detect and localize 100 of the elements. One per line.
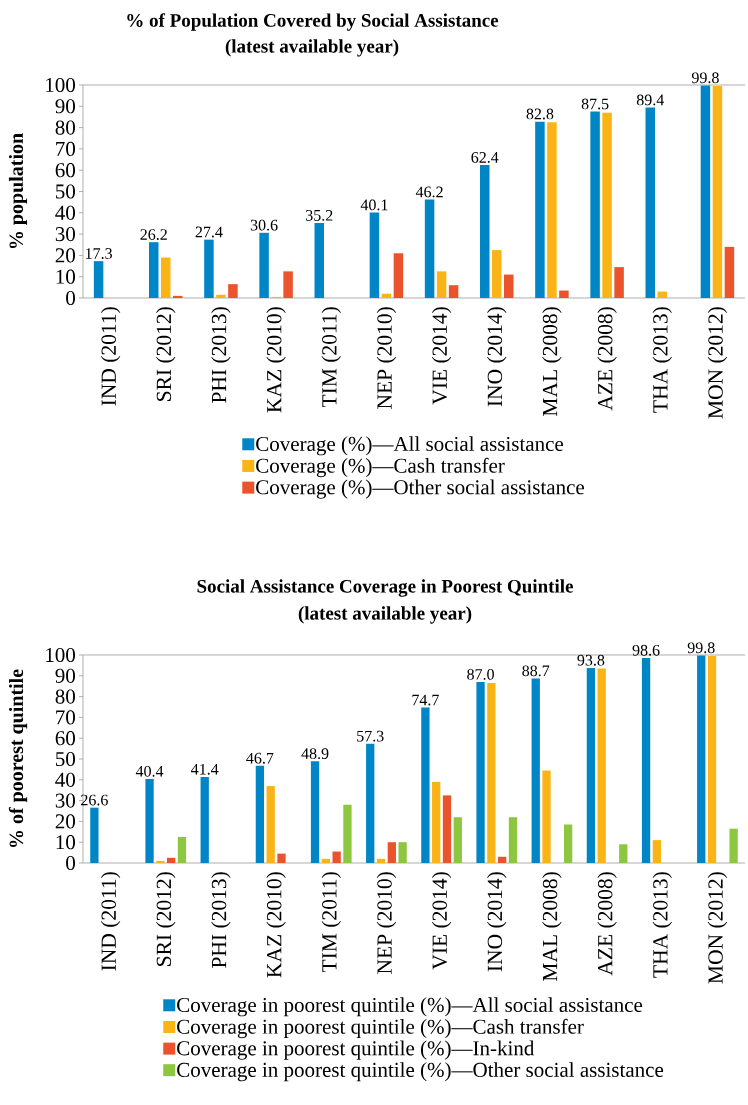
x-tick-label: AZE (2008)	[597, 307, 617, 411]
bar	[332, 851, 341, 863]
x-tick-label: TIM (2011)	[321, 307, 341, 408]
bar	[542, 770, 551, 863]
data-label: 88.7	[522, 665, 550, 677]
y-tick-label: 70	[56, 710, 76, 725]
y-tick-label: 40	[55, 205, 76, 220]
x-tick-label: MAL (2008)	[542, 872, 562, 982]
bar	[652, 840, 662, 863]
bar	[559, 290, 569, 298]
bar	[93, 261, 104, 298]
data-label: 62.4	[471, 152, 499, 163]
bar	[259, 232, 269, 298]
x-tick-label: TIM (2011)	[321, 872, 341, 973]
x-tick-label: PHI (2013)	[211, 307, 231, 403]
bar	[619, 844, 628, 863]
data-label: 82.8	[526, 108, 554, 120]
data-label: 99.8	[687, 642, 715, 654]
chart-title: % of Population Covered by Social Assistance	[127, 13, 499, 31]
y-tick-label: 20	[55, 814, 76, 829]
bar	[167, 857, 176, 863]
bar	[563, 824, 573, 863]
data-label: 40.1	[360, 199, 388, 211]
x-tick-label: INO (2014)	[487, 872, 507, 972]
x-tick-label: NEP (2010)	[376, 872, 397, 974]
bar	[590, 111, 600, 298]
data-label: 35.2	[306, 210, 333, 221]
data-label: 46.7	[246, 752, 274, 764]
data-label: 87.5	[581, 98, 609, 110]
y-tick-label: 50	[56, 184, 76, 199]
x-tick-label: THA (2013)	[652, 307, 673, 413]
legend-label: Coverage (%)—All social assistance	[256, 436, 564, 456]
bar	[707, 656, 717, 863]
chart-subtitle: (latest available year)	[225, 39, 399, 57]
bar	[498, 856, 507, 863]
bar	[645, 107, 656, 298]
y-tick-label: 10	[56, 835, 76, 850]
y-tick-label: 100	[46, 647, 75, 663]
bar	[729, 828, 738, 863]
y-tick-label: 30	[55, 227, 76, 242]
x-tick-label: IND (2011)	[100, 307, 121, 406]
x-tick-label: MON (2012)	[707, 307, 728, 419]
chart-subtitle: (latest available year)	[298, 606, 472, 624]
bar	[173, 295, 183, 298]
bar	[255, 765, 265, 863]
bar	[436, 271, 447, 298]
bar	[156, 860, 165, 863]
x-tick-label: SRI (2012)	[156, 872, 176, 966]
bar	[369, 212, 380, 298]
x-tick-label: KAZ (2010)	[266, 307, 286, 413]
bar	[277, 853, 286, 863]
bar	[161, 257, 171, 298]
bar	[90, 807, 99, 863]
bar	[712, 86, 723, 298]
bar	[343, 804, 352, 863]
bar	[697, 655, 706, 863]
data-label: 26.6	[81, 794, 108, 806]
bar	[387, 842, 396, 863]
x-tick-label: IND (2011)	[100, 872, 121, 971]
data-label: 17.3	[85, 248, 112, 259]
data-label: 93.8	[577, 654, 605, 666]
data-label: 98.6	[632, 644, 660, 656]
bar	[216, 294, 226, 298]
bar	[398, 842, 407, 863]
bar	[480, 165, 490, 298]
y-axis-title: % of poorest quintile	[8, 669, 28, 848]
legend-label: Coverage (%)—Other social assistance	[256, 479, 585, 499]
bar	[366, 743, 375, 863]
y-tick-label: 90	[55, 668, 76, 683]
data-label: 99.8	[691, 72, 719, 84]
x-tick-label: SRI (2012)	[156, 307, 176, 401]
bar	[432, 781, 441, 863]
data-label: 30.6	[250, 219, 278, 231]
x-tick-label: KAZ (2010)	[266, 872, 286, 978]
bar	[535, 121, 545, 298]
bar	[487, 683, 496, 863]
y-tick-label: 80	[55, 120, 76, 135]
data-label: 27.4	[195, 226, 223, 238]
x-tick-label: INO (2014)	[487, 307, 507, 407]
bar	[376, 858, 386, 863]
y-tick-label: 90	[55, 99, 76, 114]
data-label: 46.2	[415, 186, 443, 198]
bar	[228, 284, 238, 298]
legend-label: Coverage in poorest quintile (%)—Cash transfer	[177, 1018, 584, 1039]
y-tick-label: 70	[56, 141, 76, 156]
data-label: 87.0	[467, 668, 494, 680]
y-axis-title: % population	[8, 133, 28, 249]
bar	[586, 667, 596, 863]
data-label: 40.4	[135, 765, 164, 777]
y-tick-label: 60	[55, 163, 76, 178]
bar	[602, 112, 612, 298]
data-label: 89.4	[636, 94, 665, 106]
x-tick-label: MAL (2008)	[542, 307, 562, 417]
x-tick-label: MON (2012)	[707, 872, 728, 984]
bar	[177, 837, 187, 863]
bar	[641, 657, 651, 863]
bar	[421, 707, 430, 863]
bar	[547, 122, 557, 298]
bar	[321, 858, 330, 863]
bar	[149, 242, 159, 298]
